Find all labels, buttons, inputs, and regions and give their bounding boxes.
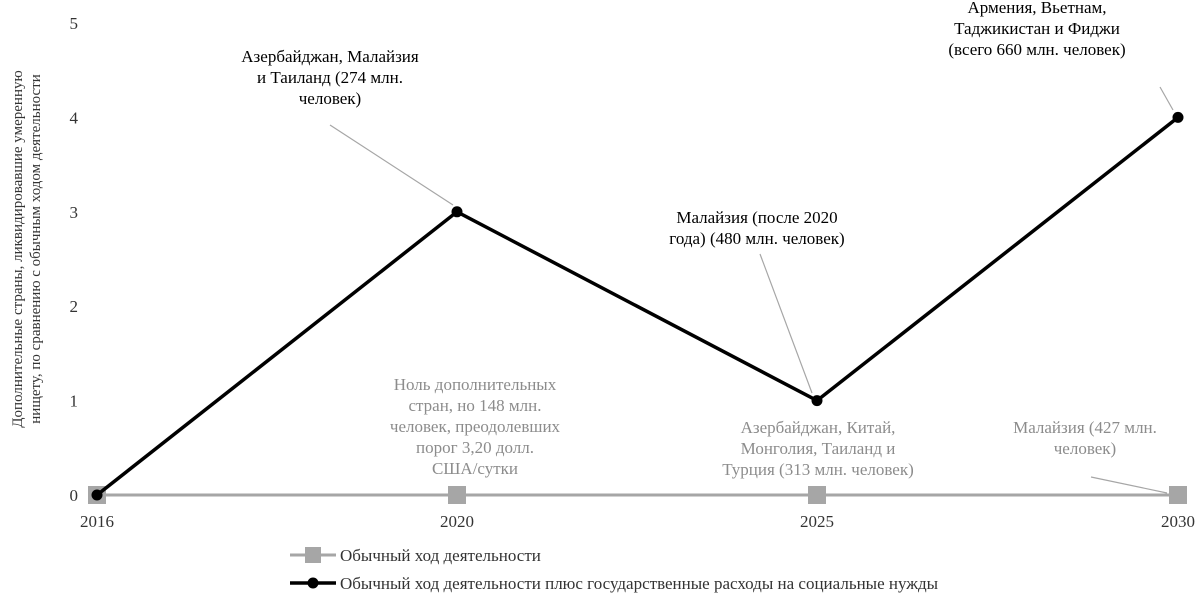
annotation-line: года) (480 млн. человек) — [669, 229, 844, 248]
annotation-line: Азербайджан, Китай, — [741, 418, 896, 437]
legend-label: Обычный ход деятельности — [340, 546, 541, 565]
annotation-leader-lines — [329, 86, 1174, 494]
annotation-line: Ноль дополнительных — [394, 375, 557, 394]
series-marker — [1169, 486, 1187, 504]
y-axis-title: Дополнительные страны, ликвидировавшие у… — [10, 70, 44, 427]
series-marker — [811, 395, 823, 407]
annotation-line: стран, но 148 млн. — [408, 396, 541, 415]
x-tick-label: 2020 — [440, 512, 474, 531]
y-axis-title-line: нищету, по сравнению с обычным ходом дея… — [28, 74, 44, 423]
y-axis-ticks: 0 1 2 3 4 5 — [70, 14, 79, 505]
annotation-line: Малайзия (после 2020 — [676, 208, 837, 227]
annotation-leader-line — [1090, 476, 1168, 494]
x-tick-label: 2025 — [800, 512, 834, 531]
legend-marker — [307, 577, 319, 589]
annotation-label: Армения, Вьетнам, Таджикистан и Фиджи (все… — [948, 0, 1125, 59]
series-marker — [91, 489, 103, 501]
annotation-leader-line — [1159, 86, 1174, 111]
annotation-leader-line — [329, 124, 454, 206]
annotation-label: Азербайджан, Малайзия и Таиланд (274 млн.… — [241, 47, 419, 108]
y-axis-title-line: Дополнительные страны, ликвидировавшие у… — [10, 70, 26, 427]
legend: Обычный ход деятельности Обычный ход деят… — [290, 546, 939, 593]
x-tick-label: 2030 — [1161, 512, 1195, 531]
legend-marker — [305, 547, 321, 563]
annotation-line: Турция (313 млн. человек) — [722, 460, 914, 479]
annotation-line: Таджикистан и Фиджи — [954, 19, 1120, 38]
annotation-label: Азербайджан, Китай, Монголия, Таиланд и Ту… — [722, 418, 914, 479]
annotation-label: Малайзия (после 2020 года) (480 млн. чело… — [669, 208, 844, 248]
series-marker — [1172, 111, 1184, 123]
annotations: Азербайджан, Малайзия и Таиланд (274 млн.… — [241, 0, 1157, 479]
annotation-line: Армения, Вьетнам, — [967, 0, 1106, 17]
annotation-line: Малайзия (427 млн. — [1013, 418, 1157, 437]
series-layer — [88, 111, 1187, 504]
annotation-line: и Таиланд (274 млн. — [257, 68, 403, 87]
y-tick-label: 1 — [70, 392, 79, 411]
annotation-line: человек) — [299, 89, 361, 108]
annotation-label: Ноль дополнительных стран, но 148 млн. чел… — [390, 375, 561, 478]
x-tick-label: 2016 — [80, 512, 114, 531]
annotation-line: Монголия, Таиланд и — [741, 439, 896, 458]
y-tick-label: 2 — [70, 297, 79, 316]
y-tick-label: 3 — [70, 203, 79, 222]
series-marker — [451, 206, 463, 218]
annotation-leader-line — [759, 253, 813, 394]
series-line — [95, 116, 1180, 497]
annotation-line: США/сутки — [432, 459, 518, 478]
series-marker — [808, 486, 826, 504]
legend-label: Обычный ход деятельности плюс государств… — [340, 574, 939, 593]
x-axis-ticks: 2016 2020 2025 2030 — [80, 512, 1195, 531]
annotation-line: человек, преодолевших — [390, 417, 561, 436]
series-marker — [448, 486, 466, 504]
annotation-line: порог 3,20 долл. — [416, 438, 534, 457]
annotation-line: Азербайджан, Малайзия — [241, 47, 419, 66]
y-tick-label: 4 — [70, 108, 79, 127]
annotation-label: Малайзия (427 млн. человек) — [1013, 418, 1157, 458]
y-tick-label: 0 — [70, 486, 79, 505]
annotation-line: (всего 660 млн. человек) — [948, 40, 1125, 59]
annotation-line: человек) — [1054, 439, 1116, 458]
y-tick-label: 5 — [70, 14, 79, 33]
